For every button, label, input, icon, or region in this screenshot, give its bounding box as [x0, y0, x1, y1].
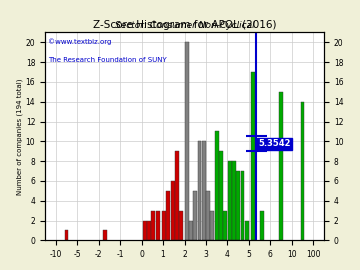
Text: ©www.textbiz.org: ©www.textbiz.org	[48, 39, 111, 45]
Bar	[156, 211, 159, 240]
Text: Sector: Consumer Non-Cyclical: Sector: Consumer Non-Cyclical	[115, 21, 254, 30]
Bar	[245, 221, 249, 240]
Bar	[147, 221, 151, 240]
Bar	[198, 141, 202, 240]
Bar	[171, 181, 175, 240]
Bar	[236, 171, 240, 240]
Bar	[103, 230, 107, 240]
Text: The Research Foundation of SUNY: The Research Foundation of SUNY	[48, 57, 167, 63]
Bar	[162, 211, 166, 240]
Bar	[189, 221, 193, 240]
Bar	[202, 141, 206, 240]
Bar	[219, 151, 223, 240]
Bar	[175, 151, 179, 240]
Bar	[179, 211, 183, 240]
Bar	[206, 191, 210, 240]
Bar	[232, 161, 236, 240]
Bar	[152, 211, 155, 240]
Bar	[143, 221, 147, 240]
Bar	[211, 211, 214, 240]
Bar	[301, 102, 305, 240]
Text: 5.3542: 5.3542	[258, 139, 291, 148]
Bar	[193, 191, 197, 240]
Bar	[166, 191, 170, 240]
Bar	[223, 211, 227, 240]
Bar	[279, 92, 283, 240]
Bar	[215, 131, 219, 240]
Bar	[260, 211, 264, 240]
Bar	[185, 42, 189, 240]
Bar	[64, 230, 68, 240]
Title: Z-Score Histogram for APOL (2016): Z-Score Histogram for APOL (2016)	[93, 20, 276, 30]
Y-axis label: Number of companies (194 total): Number of companies (194 total)	[16, 78, 23, 195]
Bar	[228, 161, 231, 240]
Bar	[240, 171, 244, 240]
Bar	[251, 72, 255, 240]
